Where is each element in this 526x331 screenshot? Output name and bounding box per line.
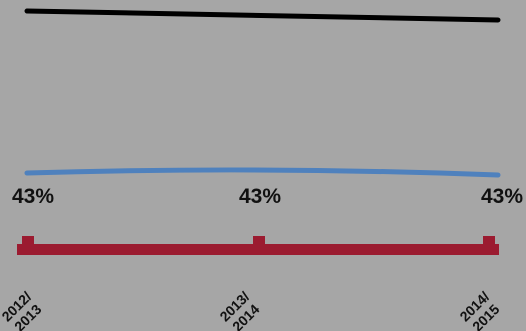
- series-marker-red: [22, 236, 34, 250]
- x-axis: 2012/2013 2013/2014 2014/2015: [0, 288, 503, 331]
- series-marker-red: [253, 236, 265, 250]
- x-tick-label: 2012/2013: [0, 288, 45, 331]
- data-label: 43%: [12, 185, 54, 208]
- data-labels: 43% 43% 43%: [12, 185, 523, 208]
- data-label: 43%: [239, 185, 281, 208]
- x-tick-label: 2014/2015: [456, 288, 502, 331]
- series-line-black: [24, 8, 501, 23]
- x-tick-label: 2013/2014: [216, 288, 262, 331]
- data-label: 43%: [481, 185, 523, 208]
- series-line-blue: [24, 167, 501, 178]
- series-marker-red: [483, 236, 495, 250]
- series-layer: [17, 8, 501, 255]
